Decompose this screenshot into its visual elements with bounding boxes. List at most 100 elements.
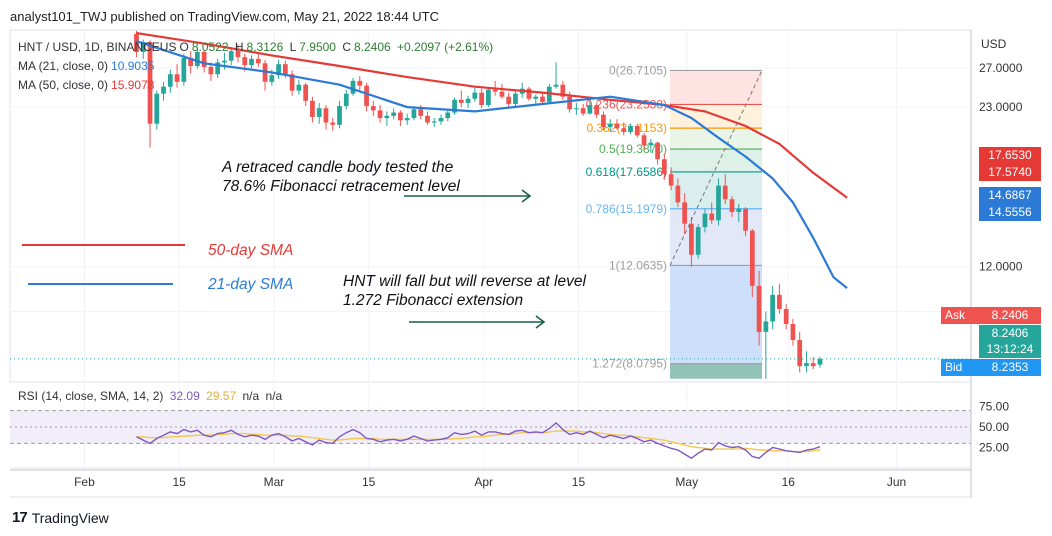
candle-body bbox=[228, 51, 234, 61]
candle-body bbox=[445, 112, 451, 119]
close-value: 8.2406 bbox=[354, 40, 391, 54]
tradingview-logo-icon: 17 bbox=[12, 509, 28, 526]
symbol-name[interactable]: HNT / USD, 1D, BINANCEUS bbox=[18, 40, 177, 54]
candle-body bbox=[384, 115, 390, 119]
candle-body bbox=[810, 363, 816, 367]
candle-body bbox=[147, 41, 153, 124]
candle-body bbox=[526, 88, 532, 99]
ma50-value: 15.9078 bbox=[111, 78, 155, 92]
fib-level-label: 0.236(23.2538) bbox=[586, 97, 667, 111]
retracement-arrow-head bbox=[521, 189, 532, 203]
price-tick-label: 23.0000 bbox=[979, 100, 1023, 114]
fib-zone bbox=[670, 265, 762, 364]
time-tick-label: 15 bbox=[362, 475, 376, 489]
candle-body bbox=[391, 112, 397, 116]
candle-body bbox=[797, 340, 803, 367]
candle-body bbox=[316, 108, 322, 117]
candle-body bbox=[648, 142, 654, 146]
ma50-label[interactable]: MA (50, close, 0) bbox=[18, 78, 109, 92]
candle-body bbox=[411, 109, 417, 119]
candle-body bbox=[249, 58, 254, 66]
candle-body bbox=[404, 118, 410, 121]
candle-body bbox=[289, 74, 295, 91]
ma50-info: MA (50, close, 0) 15.9078 bbox=[18, 78, 157, 92]
candle-body bbox=[337, 106, 342, 125]
candle-body bbox=[804, 363, 809, 367]
fib-zone bbox=[670, 70, 762, 105]
candle-body bbox=[167, 74, 173, 87]
candle-body bbox=[668, 174, 674, 186]
rsi-panel: 75.00 50.00 25.00 bbox=[10, 400, 1009, 460]
tradingview-brand: TradingView bbox=[31, 509, 109, 526]
candle-body bbox=[174, 74, 180, 82]
candle-body bbox=[716, 185, 721, 221]
sma50-legend-line bbox=[22, 244, 185, 246]
candle-body bbox=[499, 91, 505, 97]
bar-countdown: 13:12:24 bbox=[979, 341, 1041, 358]
symbol-info: HNT / USD, 1D, BINANCEUS O 8.0522 H 8.3126 … bbox=[18, 40, 494, 54]
candle-body bbox=[235, 51, 241, 58]
ma21-label[interactable]: MA (21, close, 0) bbox=[18, 59, 109, 73]
candle-body bbox=[689, 223, 694, 255]
time-tick-label: Feb bbox=[74, 475, 95, 489]
candle-body bbox=[282, 64, 288, 75]
candle-body bbox=[222, 60, 227, 63]
candle-body bbox=[756, 285, 762, 332]
candle-body bbox=[777, 294, 782, 309]
candle-body bbox=[398, 112, 403, 121]
candle-body bbox=[770, 294, 775, 322]
candle-body bbox=[607, 123, 613, 128]
time-tick-label: 16 bbox=[782, 475, 796, 489]
rsi-tick-label: 75.00 bbox=[979, 400, 1009, 414]
ma21-info: MA (21, close, 0) 10.9035 bbox=[18, 59, 157, 73]
rsi-tick-label: 25.00 bbox=[979, 441, 1009, 455]
price-tick-label: 27.0000 bbox=[979, 61, 1023, 75]
candle-body bbox=[817, 358, 823, 365]
candle-body bbox=[458, 99, 464, 103]
candle-body bbox=[492, 89, 498, 92]
fib-level-label: 0.382(21.1153) bbox=[586, 121, 667, 135]
rsi-tick-label: 50.00 bbox=[979, 420, 1009, 434]
candle-body bbox=[134, 33, 139, 52]
candle-body bbox=[195, 51, 200, 67]
candle-body bbox=[154, 93, 160, 124]
candle-body bbox=[276, 64, 281, 76]
candle-body bbox=[553, 84, 559, 87]
publish-header: analyst101_TWJ published on TradingView.… bbox=[10, 9, 439, 24]
candle-body bbox=[452, 99, 457, 113]
bid-price: 8.2353 bbox=[979, 359, 1041, 376]
tradingview-footer[interactable]: 17 TradingView bbox=[12, 509, 109, 526]
candle-body bbox=[418, 109, 424, 116]
candle-body bbox=[628, 125, 633, 132]
candle-body bbox=[763, 321, 769, 332]
candle-body bbox=[350, 80, 356, 94]
fib-zone bbox=[670, 149, 762, 172]
candle-body bbox=[269, 75, 275, 82]
candle-body bbox=[641, 135, 647, 146]
sma50-legend-label: 50-day SMA bbox=[208, 242, 294, 259]
sma21-legend-line bbox=[28, 283, 173, 285]
rsi-info: RSI (14, close, SMA, 14, 2) 32.09 29.57 … bbox=[18, 389, 285, 403]
fib-trend-line bbox=[669, 70, 763, 266]
extension-arrow-head bbox=[535, 315, 546, 329]
fib-extension-zone bbox=[670, 363, 762, 379]
price-tick-label: 12.0000 bbox=[979, 260, 1023, 274]
candle-body bbox=[425, 115, 430, 123]
fib-level-label: 0.786(15.1979) bbox=[586, 202, 667, 216]
candle-body bbox=[486, 89, 491, 106]
rsi-ma-value: 29.57 bbox=[206, 389, 237, 403]
candle-body bbox=[188, 58, 193, 67]
candle-body bbox=[587, 105, 593, 114]
ask-price: 8.2406 bbox=[979, 307, 1041, 324]
candle-body bbox=[702, 213, 708, 228]
candle-body bbox=[330, 122, 336, 125]
candle-body bbox=[242, 57, 248, 66]
candle-body bbox=[438, 118, 444, 122]
fib-level-label: 1.272(8.0795) bbox=[592, 357, 667, 371]
sma21-legend-label: 21-day SMA bbox=[208, 276, 294, 293]
chart-grid bbox=[9, 29, 972, 468]
rsi-label[interactable]: RSI (14, close, SMA, 14, 2) bbox=[18, 389, 164, 403]
candle-body bbox=[479, 92, 484, 106]
candle-body bbox=[655, 142, 660, 160]
